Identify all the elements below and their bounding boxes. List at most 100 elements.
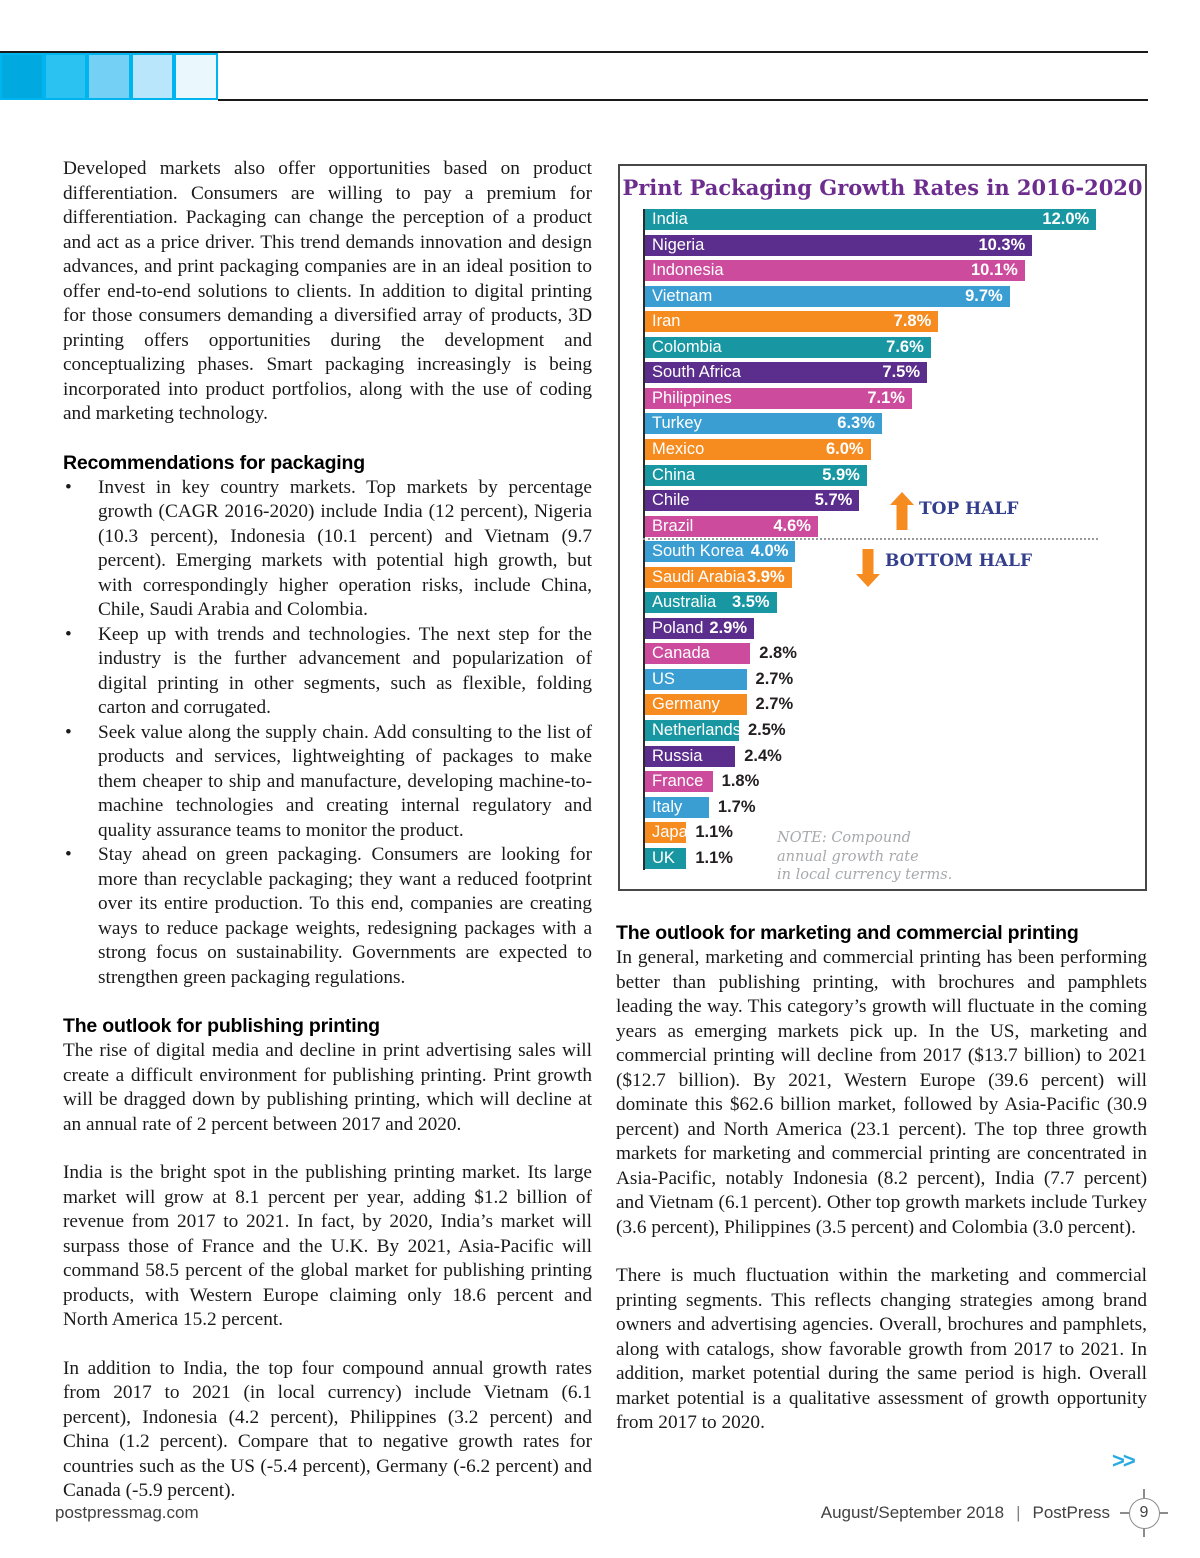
bullet-text: Seek value along the supply chain. Add c… — [98, 721, 592, 841]
chart-bars: India 12.0% Nigeria 10.3% Indonesia 10.1% Viet… — [645, 209, 1130, 870]
chart-bar-value-label: 2.8% — [759, 644, 797, 663]
chart-bar: France — [645, 771, 713, 793]
chart-bar-country-label: Japan — [652, 823, 697, 842]
gradient-square — [130, 53, 175, 100]
chart-bar-row: Philippines 7.1% — [645, 387, 1130, 409]
chart-bar-value-label: 5.7% — [814, 491, 853, 510]
chart-bar-value-label: 2.7% — [755, 695, 794, 714]
chart-bar-value-label: 2.4% — [744, 746, 782, 765]
footer-issue: August/September 2018 — [820, 1503, 1005, 1522]
chart-bar-value-label: 9.7% — [965, 286, 1003, 305]
chart-bar-row: Canada 2.8% — [645, 643, 1130, 665]
chart-bar-value-label: 1.8% — [721, 772, 760, 791]
chart-note: NOTE: Compound annual growth rate in loc… — [777, 830, 953, 883]
chart-bar-value-label: 1.1% — [695, 823, 733, 842]
footer-right: August/September 2018 | PostPress 9 — [821, 1489, 1168, 1537]
chart-bar-country-label: Colombia — [652, 337, 722, 356]
chart-bar-value-label: 7.5% — [882, 363, 920, 382]
chart-bar-row: Italy 1.7% — [645, 796, 1130, 818]
page-number: 9 — [1128, 1497, 1160, 1529]
chart-bar: US — [645, 668, 747, 690]
chart-bar: Indonesia 10.1% — [645, 260, 1025, 282]
chart-bar-value-label: 2.5% — [748, 721, 786, 739]
chart-bar-country-label: South Korea — [652, 542, 744, 561]
bullet-item: Stay ahead on green packaging. Consumers… — [63, 843, 592, 990]
chart-bar-row: Nigeria 10.3% — [645, 234, 1130, 256]
chart-bar-country-label: Germany — [652, 695, 720, 714]
chart-bar-row: South Korea 4.0% — [645, 541, 1130, 563]
registration-tick — [1143, 1489, 1145, 1498]
chart-bar-country-label: Philippines — [652, 388, 732, 407]
chart-bar-value-label: 7.8% — [893, 312, 932, 331]
chart-bar-value-label: 1.1% — [695, 848, 733, 867]
chart-bar-country-label: Netherlands — [652, 721, 741, 739]
chart-bar-value-label: 7.1% — [867, 388, 905, 407]
chart-bar-country-label: India — [652, 210, 688, 228]
footer-website: postpressmag.com — [55, 1503, 199, 1522]
body-paragraph: In general, marketing and commercial pri… — [616, 947, 1147, 1238]
chart-bar-value-label: 3.9% — [747, 567, 785, 586]
chart-bar-row: Brazil 4.6% — [645, 515, 1130, 537]
left-column: Developed markets also offer opportuniti… — [63, 157, 592, 1504]
chart-bar-country-label: Chile — [652, 491, 690, 510]
chart-bar: Vietnam 9.7% — [645, 285, 1010, 307]
chart-bar: Germany — [645, 694, 747, 716]
chart-bar: China 5.9% — [645, 464, 867, 486]
top-half-annotation: TOP HALF — [890, 492, 1018, 530]
gradient-square — [174, 53, 218, 100]
bottom-half-annotation: BOTTOM HALF — [856, 549, 1032, 587]
body-paragraph: India is the bright spot in the publishi… — [63, 1162, 592, 1330]
gradient-square — [43, 53, 88, 100]
chart-bar-row: Australia 3.5% — [645, 592, 1130, 614]
chart-bar: Netherlands — [645, 720, 741, 741]
chart-bar: Nigeria 10.3% — [645, 234, 1033, 256]
chart-bar-country-label: Poland — [652, 618, 704, 637]
chart-bar-country-label: France — [652, 772, 704, 791]
chart-bar: South Korea 4.0% — [645, 541, 796, 563]
chart-bar: Turkey 6.3% — [645, 413, 882, 435]
chart-bar: UK — [645, 847, 687, 869]
chart-bar-country-label: South Africa — [652, 363, 741, 382]
chart-bar-row: Russia 2.4% — [645, 745, 1130, 767]
chart-bar-value-label: 1.7% — [717, 797, 756, 816]
half-divider-dotted-line — [643, 538, 1098, 540]
recommendations-heading: Recommendations for packaging — [63, 451, 365, 474]
chart-bar: Brazil 4.6% — [645, 515, 818, 537]
chart-bar-country-label: Nigeria — [652, 235, 705, 254]
chart-bar: Canada — [645, 643, 751, 665]
chart-bar: South Africa 7.5% — [645, 362, 927, 384]
chart-bar-row: UK 1.1% — [645, 847, 1130, 869]
chart-bar-country-label: Australia — [652, 593, 717, 612]
chart-bar-value-label: 2.9% — [709, 618, 748, 637]
chart-bar: Japan — [645, 822, 697, 844]
publishing-heading: The outlook for publishing printing — [63, 1015, 380, 1037]
chart-bar-value-label: 12.0% — [1042, 210, 1090, 228]
chart-bar: Saudi Arabia 3.9% — [645, 566, 792, 588]
chart-bar-row: Saudi Arabia 3.9% — [645, 566, 1130, 588]
chart-bar: Poland 2.9% — [645, 617, 755, 639]
registration-tick — [1120, 1512, 1129, 1514]
chart-bar-country-label: Saudi Arabia — [652, 567, 746, 586]
chart-bar-country-label: Mexico — [652, 439, 705, 458]
chart-bar-country-label: US — [652, 669, 675, 688]
chart-bar-row: Indonesia 10.1% — [645, 260, 1130, 282]
chart-bar: Chile 5.7% — [645, 490, 860, 512]
registration-tick — [1159, 1512, 1168, 1514]
chart-bar-row: China 5.9% — [645, 464, 1130, 486]
registration-tick — [1143, 1528, 1145, 1537]
bullet-text: Invest in key country markets. Top marke… — [98, 476, 592, 621]
gradient-square — [0, 53, 44, 100]
bullet-text: Keep up with trends and technologies. Th… — [98, 623, 592, 719]
chart-bar-value-label: 5.9% — [822, 465, 860, 484]
recommendations-list: Invest in key country markets. Top marke… — [63, 476, 592, 991]
chart-bar-country-label: Iran — [652, 312, 681, 331]
footer-magazine-name: PostPress — [1032, 1503, 1110, 1522]
chart-bar-value-label: 3.5% — [731, 593, 770, 612]
chart-bar-row: South Africa 7.5% — [645, 362, 1130, 384]
chart-bar-row: Germany 2.7% — [645, 694, 1130, 716]
chart-bar-value-label: 10.1% — [970, 261, 1018, 280]
chart-panel: Print Packaging Growth Rates in 2016-202… — [618, 164, 1147, 891]
bottom-half-label: BOTTOM HALF — [885, 551, 1033, 571]
chart-bar-row: US 2.7% — [645, 668, 1130, 690]
